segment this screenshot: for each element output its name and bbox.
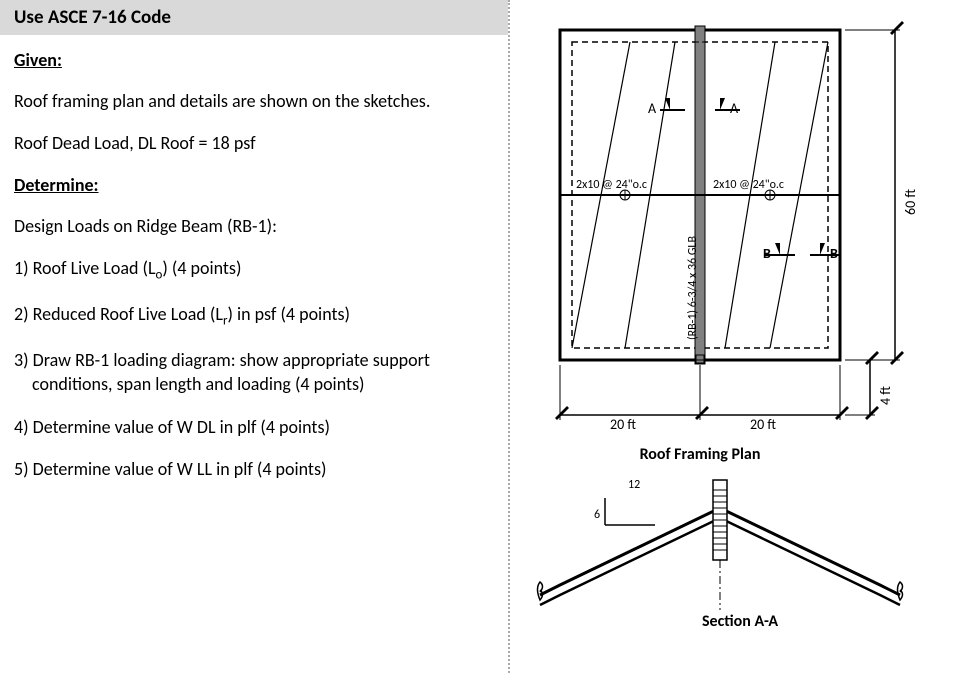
section-mark-a-left: A bbox=[648, 100, 656, 117]
q1-pre: 1) Roof Live Load (L bbox=[14, 257, 156, 279]
slope-rise: 12 bbox=[628, 478, 640, 492]
ridge-beam-label: (RB-1) 6-3/4 x 36 GLB bbox=[686, 236, 700, 340]
dim-20ft-right: 20 ft bbox=[750, 416, 776, 433]
section-mark-b-right: B bbox=[830, 245, 838, 262]
dim-4ft: 4 ft bbox=[877, 386, 894, 405]
q2-post: ) in psf (4 points) bbox=[227, 303, 350, 325]
diagram-column: A A B B 2x10 @ 24"o.c 2x10 @ 24"o.c (RB-… bbox=[508, 0, 970, 673]
q2-pre: 2) Reduced Roof Live Load (L bbox=[14, 303, 223, 325]
text-column: Use ASCE 7-16 Code Given: Roof framing p… bbox=[0, 0, 508, 673]
dim-20ft-left: 20 ft bbox=[610, 416, 636, 433]
code-header: Use ASCE 7-16 Code bbox=[0, 0, 508, 35]
q1-post: ) (4 points) bbox=[162, 257, 241, 279]
question-3: 3) Draw RB-1 loading diagram: show appro… bbox=[0, 348, 508, 397]
joist-callout-right: 2x10 @ 24"o.c bbox=[713, 178, 784, 192]
given-heading: Given: bbox=[0, 49, 508, 71]
question-4: 4) Determine value of W DL in plf (4 poi… bbox=[0, 415, 508, 439]
joist-callout-left: 2x10 @ 24"o.c bbox=[576, 178, 647, 192]
diagrams-wrapper: A A B B 2x10 @ 24"o.c 2x10 @ 24"o.c (RB-… bbox=[510, 20, 970, 660]
section-mark-a-right: A bbox=[730, 100, 738, 117]
slope-run: 6 bbox=[594, 508, 600, 522]
determine-heading: Determine: bbox=[0, 174, 508, 196]
roof-plan-svg bbox=[510, 20, 970, 430]
page-container: Use ASCE 7-16 Code Given: Roof framing p… bbox=[0, 0, 970, 673]
given-text-2: Roof Dead Load, DL Roof = 18 psf bbox=[0, 131, 508, 155]
question-2: 2) Reduced Roof Live Load (Lr) in psf (4… bbox=[0, 302, 508, 330]
section-aa-svg bbox=[510, 470, 970, 630]
dim-60ft: 60 ft bbox=[902, 189, 919, 215]
section-mark-b-left: B bbox=[763, 245, 771, 262]
given-text-1: Roof framing plan and details are shown … bbox=[0, 89, 508, 113]
question-5: 5) Determine value of W LL in plf (4 poi… bbox=[0, 457, 508, 481]
question-1: 1) Roof Live Load (Lo) (4 points) bbox=[0, 256, 508, 284]
determine-intro: Design Loads on Ridge Beam (RB-1): bbox=[0, 214, 508, 238]
section-caption: Section A-A bbox=[660, 612, 820, 631]
plan-caption: Roof Framing Plan bbox=[510, 445, 890, 464]
